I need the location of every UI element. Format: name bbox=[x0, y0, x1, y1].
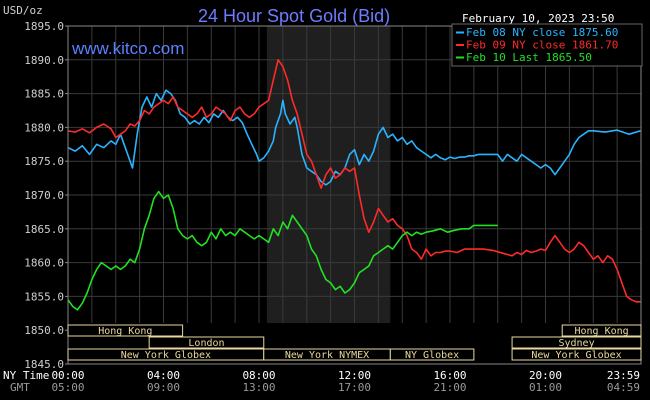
series-line-2 bbox=[67, 190, 498, 311]
x-tick-ny: 20:00 bbox=[529, 369, 562, 382]
x-tick-ny: 04:00 bbox=[147, 369, 180, 382]
ny-time-row-label: NY Time bbox=[3, 369, 49, 382]
series-line-1 bbox=[67, 59, 641, 303]
session-label: New York Globex bbox=[121, 350, 211, 361]
legend-entry: Feb 09 NY close 1861.70 bbox=[466, 39, 618, 52]
chart-title: 24 Hour Spot Gold (Bid) bbox=[198, 6, 390, 26]
date-label: February 10, 2023 23:50 bbox=[462, 12, 614, 25]
x-tick-ny: 08:00 bbox=[242, 369, 275, 382]
y-axis: 1895.0 1890.0 1885.0 1880.0 1875.0 1870.0 1865… bbox=[24, 20, 68, 371]
x-tick-ny: 23:59 bbox=[607, 369, 640, 382]
session-bar bbox=[511, 348, 642, 361]
x-tick-ny: 16:00 bbox=[433, 369, 466, 382]
y-tick-label: 1845.0 bbox=[24, 358, 64, 371]
session-label: London bbox=[188, 338, 224, 349]
x-tick-gmt: 04:59 bbox=[607, 381, 640, 394]
y-tick-label: 1895.0 bbox=[24, 20, 64, 33]
y-tick-label: 1885.0 bbox=[24, 88, 64, 101]
y-tick-label: 1860.0 bbox=[24, 257, 64, 270]
unit-label: USD/oz bbox=[3, 4, 43, 17]
y-tick-label: 1875.0 bbox=[24, 155, 64, 168]
session-bar bbox=[561, 324, 642, 337]
session-bar bbox=[511, 336, 642, 349]
session-label: Hong Kong bbox=[575, 326, 629, 337]
nymex-shade bbox=[266, 26, 391, 323]
session-bar bbox=[389, 348, 475, 361]
session-label: Sydney bbox=[558, 338, 594, 349]
x-tick-ny: 00:00 bbox=[51, 369, 84, 382]
session-label: NY Globex bbox=[405, 350, 459, 361]
legend-entry: Feb 08 NY close 1875.60 bbox=[466, 26, 618, 39]
nymex-shade-layer bbox=[266, 26, 391, 323]
x-tick-gmt: 21:00 bbox=[433, 381, 466, 394]
x-tick-ny: 12:00 bbox=[338, 369, 371, 382]
gmt-row-label: GMT bbox=[10, 381, 30, 394]
x-tick-gmt: 05:00 bbox=[51, 381, 84, 394]
legend-box bbox=[451, 23, 643, 67]
y-tick-label: 1880.0 bbox=[24, 121, 64, 134]
y-tick-label: 1865.0 bbox=[24, 223, 64, 236]
series-layer bbox=[67, 59, 641, 311]
site-watermark: www.kitco.com bbox=[71, 39, 184, 58]
session-label: New York NYMEX bbox=[285, 350, 369, 361]
x-tick-gmt: 17:00 bbox=[338, 381, 371, 394]
x-tick-gmt: 09:00 bbox=[147, 381, 180, 394]
series-line-0 bbox=[67, 89, 641, 186]
y-tick-label: 1870.0 bbox=[24, 189, 64, 202]
grid-layer bbox=[68, 26, 641, 323]
session-bar bbox=[148, 336, 265, 349]
legend-entry: Feb 10 Last 1865.50 bbox=[466, 51, 592, 64]
session-label: New York Globex bbox=[531, 350, 621, 361]
y-tick-label: 1855.0 bbox=[24, 290, 64, 303]
x-tick-gmt: 01:00 bbox=[529, 381, 562, 394]
session-label: Hong Kong bbox=[98, 326, 152, 337]
y-tick-label: 1850.0 bbox=[24, 324, 64, 337]
x-tick-gmt: 13:00 bbox=[242, 381, 275, 394]
y-tick-label: 1890.0 bbox=[24, 54, 64, 67]
